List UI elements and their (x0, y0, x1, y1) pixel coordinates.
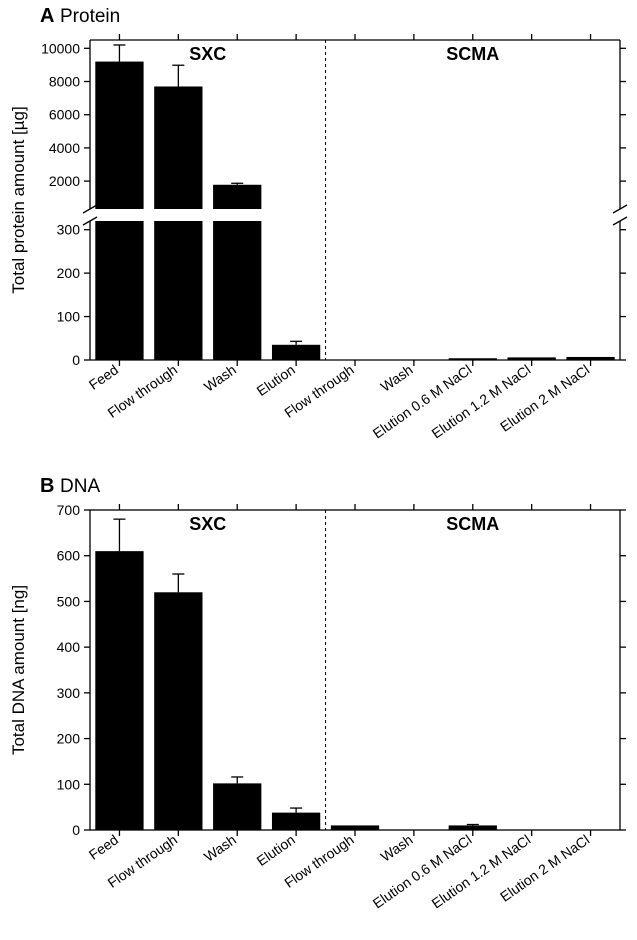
bar (272, 345, 320, 360)
bar (154, 86, 202, 209)
panel-title-label: DNA (60, 476, 100, 497)
ytick-label: 500 (57, 593, 81, 609)
bar (95, 551, 143, 830)
bar (331, 825, 379, 830)
ytick-label: 100 (57, 309, 81, 325)
ytick-label: 4000 (49, 140, 80, 156)
ytick-label: 6000 (49, 107, 80, 123)
ytick-label: 0 (72, 822, 80, 838)
ytick-label: 2000 (49, 173, 80, 189)
xtick-label: Elution 1.2 M NaCl (429, 831, 534, 911)
panel-b: 0 100 200 300 400 500 600 700 Total DNA amount [… (0, 470, 637, 940)
panel-title-label: Protein (60, 6, 120, 27)
bar (213, 221, 261, 360)
ytick-label: 300 (57, 222, 81, 238)
bar (213, 185, 261, 209)
xtick-label: Wash (378, 361, 416, 394)
ytick-label: 600 (57, 548, 81, 564)
bar (508, 357, 556, 360)
xtick-label: Wash (378, 831, 416, 864)
xtick-label: Elution (254, 831, 298, 869)
group-label-scma: SCMA (446, 514, 499, 534)
figure: 0100200300200040006000800010000Total pro… (0, 0, 637, 940)
bar (95, 221, 143, 360)
group-label-sxc: SXC (189, 514, 226, 534)
bar (272, 813, 320, 830)
ytick-label: 200 (57, 731, 81, 747)
panel-letter: A (40, 5, 54, 27)
bar (154, 592, 202, 830)
bar (449, 825, 497, 830)
group-label-sxc: SXC (189, 44, 226, 64)
group-label-scma: SCMA (446, 44, 499, 64)
ytick-label: 300 (57, 685, 81, 701)
xtick-label: Elution 0.6 M NaCl (370, 831, 475, 911)
xtick-label: Feed (86, 361, 121, 392)
xtick-label: Wash (201, 831, 239, 864)
xtick-label: Feed (86, 831, 121, 862)
bar (95, 62, 143, 209)
xtick-label: Elution 1.2 M NaCl (429, 361, 534, 441)
ytick-label: 700 (57, 502, 81, 518)
panel-letter: B (40, 475, 54, 497)
y-axis-label: Total protein amount [µg] (9, 106, 28, 293)
xtick-label: Wash (201, 361, 239, 394)
panel-a: 0 100 200 300 2000 4000 6000 8000 10000 Total pro… (0, 0, 637, 470)
xtick-label: Elution 0.6 M NaCl (370, 361, 475, 441)
ytick-label: 8000 (49, 74, 80, 90)
y-axis-label: Total DNA amount [ng] (9, 585, 28, 755)
xtick-label: Elution (254, 361, 298, 399)
panel-a-svg: 0 100 200 300 2000 4000 6000 8000 10000 Total pro… (0, 0, 637, 470)
ytick-label: 10000 (41, 40, 80, 56)
ytick-label: 400 (57, 639, 81, 655)
ytick-label: 100 (57, 776, 81, 792)
bar (154, 221, 202, 360)
bar (449, 358, 497, 360)
ytick-label: 200 (57, 265, 81, 281)
bar (213, 783, 261, 830)
panel-b-svg: 0 100 200 300 400 500 600 700 Total DNA amount [… (0, 470, 637, 940)
ytick-label: 0 (72, 352, 80, 368)
bar (566, 357, 614, 360)
